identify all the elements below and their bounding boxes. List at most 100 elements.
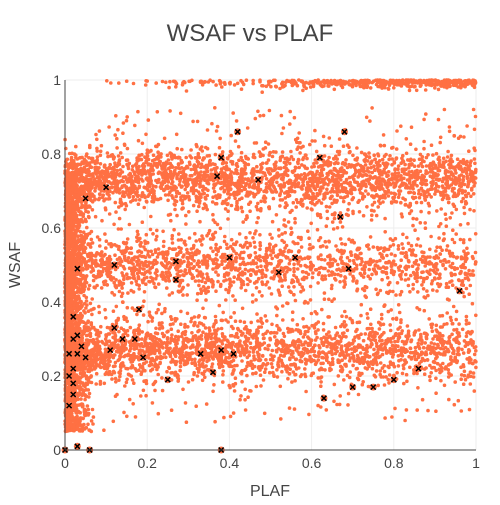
data-point xyxy=(414,148,418,152)
data-point xyxy=(228,278,232,282)
data-point xyxy=(294,174,298,178)
data-point xyxy=(181,273,185,277)
data-point xyxy=(435,289,439,293)
data-point xyxy=(273,163,277,167)
data-point xyxy=(402,177,406,181)
data-point xyxy=(446,155,450,159)
data-point xyxy=(95,284,99,288)
data-point xyxy=(365,205,369,209)
data-point xyxy=(235,169,239,173)
data-point xyxy=(401,154,405,158)
data-point xyxy=(249,360,253,364)
data-point xyxy=(422,287,426,291)
data-point xyxy=(464,253,468,257)
data-point xyxy=(406,172,410,176)
data-point xyxy=(256,202,260,206)
data-point xyxy=(419,193,423,197)
data-point xyxy=(241,210,245,214)
data-point xyxy=(296,267,300,271)
data-point xyxy=(151,253,155,257)
data-point xyxy=(270,190,274,194)
data-point xyxy=(423,191,427,195)
data-point xyxy=(266,167,270,171)
data-point xyxy=(145,233,149,237)
data-point xyxy=(148,310,152,314)
data-point xyxy=(74,156,78,160)
data-point xyxy=(319,180,323,184)
data-point xyxy=(264,146,268,150)
data-point xyxy=(128,223,132,227)
data-point xyxy=(242,245,246,249)
data-point xyxy=(432,366,436,370)
data-point xyxy=(448,280,452,284)
data-point xyxy=(445,248,449,252)
data-point xyxy=(186,191,190,195)
data-point xyxy=(258,255,262,259)
data-point xyxy=(341,170,345,174)
data-point xyxy=(360,151,364,155)
data-point xyxy=(223,240,227,244)
data-point xyxy=(432,160,436,164)
data-point xyxy=(331,176,335,180)
data-point xyxy=(209,246,213,250)
data-point xyxy=(394,263,398,267)
data-point xyxy=(147,261,151,265)
data-point xyxy=(163,166,167,170)
data-point xyxy=(464,272,468,276)
data-point xyxy=(113,253,117,257)
data-point xyxy=(303,257,307,261)
data-point xyxy=(166,199,170,203)
data-point xyxy=(364,296,368,300)
data-point xyxy=(137,258,141,262)
data-point xyxy=(218,146,222,150)
data-point xyxy=(340,242,344,246)
data-point xyxy=(335,157,339,161)
data-point xyxy=(375,193,379,197)
data-point xyxy=(98,238,102,242)
data-point xyxy=(93,166,97,170)
data-point xyxy=(184,268,188,272)
data-point xyxy=(402,367,406,371)
data-point xyxy=(151,184,155,188)
data-point xyxy=(170,157,174,161)
data-point xyxy=(472,273,476,277)
data-point xyxy=(263,347,267,351)
data-point xyxy=(198,265,202,269)
data-point xyxy=(221,311,225,315)
data-point xyxy=(390,201,394,205)
data-point xyxy=(130,183,134,187)
data-point xyxy=(164,193,168,197)
data-point xyxy=(235,162,239,166)
data-point xyxy=(333,383,337,387)
data-point xyxy=(270,177,274,181)
data-point xyxy=(292,285,296,289)
data-point xyxy=(90,160,94,164)
data-point xyxy=(278,204,282,208)
data-point xyxy=(201,259,205,263)
data-point xyxy=(212,262,216,266)
data-point xyxy=(293,379,297,383)
data-point xyxy=(397,171,401,175)
data-point xyxy=(132,195,136,199)
data-point xyxy=(405,152,409,156)
data-point xyxy=(185,248,189,252)
data-point xyxy=(464,277,468,281)
data-point xyxy=(280,370,284,374)
data-point xyxy=(368,174,372,178)
data-point xyxy=(408,290,412,294)
data-point xyxy=(253,156,257,160)
data-point xyxy=(256,216,260,220)
data-point xyxy=(392,173,396,177)
data-point xyxy=(73,166,77,170)
data-point xyxy=(120,286,124,290)
data-point xyxy=(366,274,370,278)
data-point xyxy=(441,186,445,190)
data-point xyxy=(355,267,359,271)
data-point xyxy=(117,283,121,287)
data-point xyxy=(375,260,379,264)
data-point xyxy=(419,244,423,248)
data-point xyxy=(271,270,275,274)
data-point xyxy=(323,258,327,262)
data-point xyxy=(397,164,401,168)
data-point xyxy=(364,332,368,336)
